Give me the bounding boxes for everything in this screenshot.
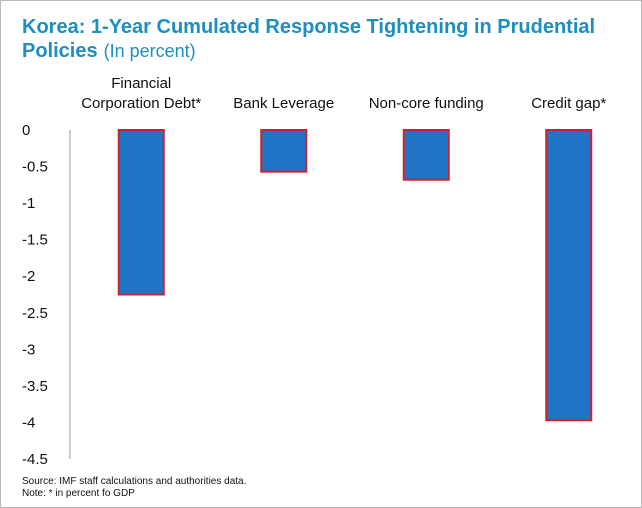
category-label: Financial xyxy=(111,75,171,92)
y-tick-label: -2.5 xyxy=(22,305,48,322)
bar xyxy=(402,129,450,181)
y-tick-label: -1.5 xyxy=(22,232,48,249)
y-tick-label: -0.5 xyxy=(22,159,48,176)
category-label: Non-core funding xyxy=(369,95,484,112)
chart-title-text: Korea: 1-Year Cumulated Response Tighten… xyxy=(22,16,596,62)
y-tick-label: -1 xyxy=(22,195,35,212)
chart-subtitle: (In percent) xyxy=(103,41,196,61)
y-tick-label: -3 xyxy=(22,341,35,358)
bars xyxy=(117,129,593,422)
category-labels: Financial Corporation Debt* Bank Leverage N… xyxy=(81,75,606,112)
chart-title: Korea: 1-Year Cumulated Response Tighten… xyxy=(22,15,637,63)
y-tick-label: -3.5 xyxy=(22,378,48,395)
bar xyxy=(545,129,593,422)
y-tick-label: 0 xyxy=(22,122,30,139)
y-tick-label: -4 xyxy=(22,414,35,431)
footnote: Note: * in percent fo GDP xyxy=(22,488,135,499)
y-axis: 0 -0.5 -1 -1.5 -2 -2.5 -3 -3.5 -4 -4.5 xyxy=(22,122,71,468)
bar xyxy=(117,129,165,296)
category-label: Corporation Debt* xyxy=(81,95,201,112)
y-tick-label: -4.5 xyxy=(22,451,48,468)
category-label: Bank Leverage xyxy=(233,95,334,112)
y-tick-label: -2 xyxy=(22,268,35,285)
footnotes: Source: IMF staff calculations and autho… xyxy=(22,476,246,500)
bar xyxy=(260,129,308,173)
source-note: Source: IMF staff calculations and autho… xyxy=(22,476,247,487)
category-label: Credit gap* xyxy=(531,95,606,112)
